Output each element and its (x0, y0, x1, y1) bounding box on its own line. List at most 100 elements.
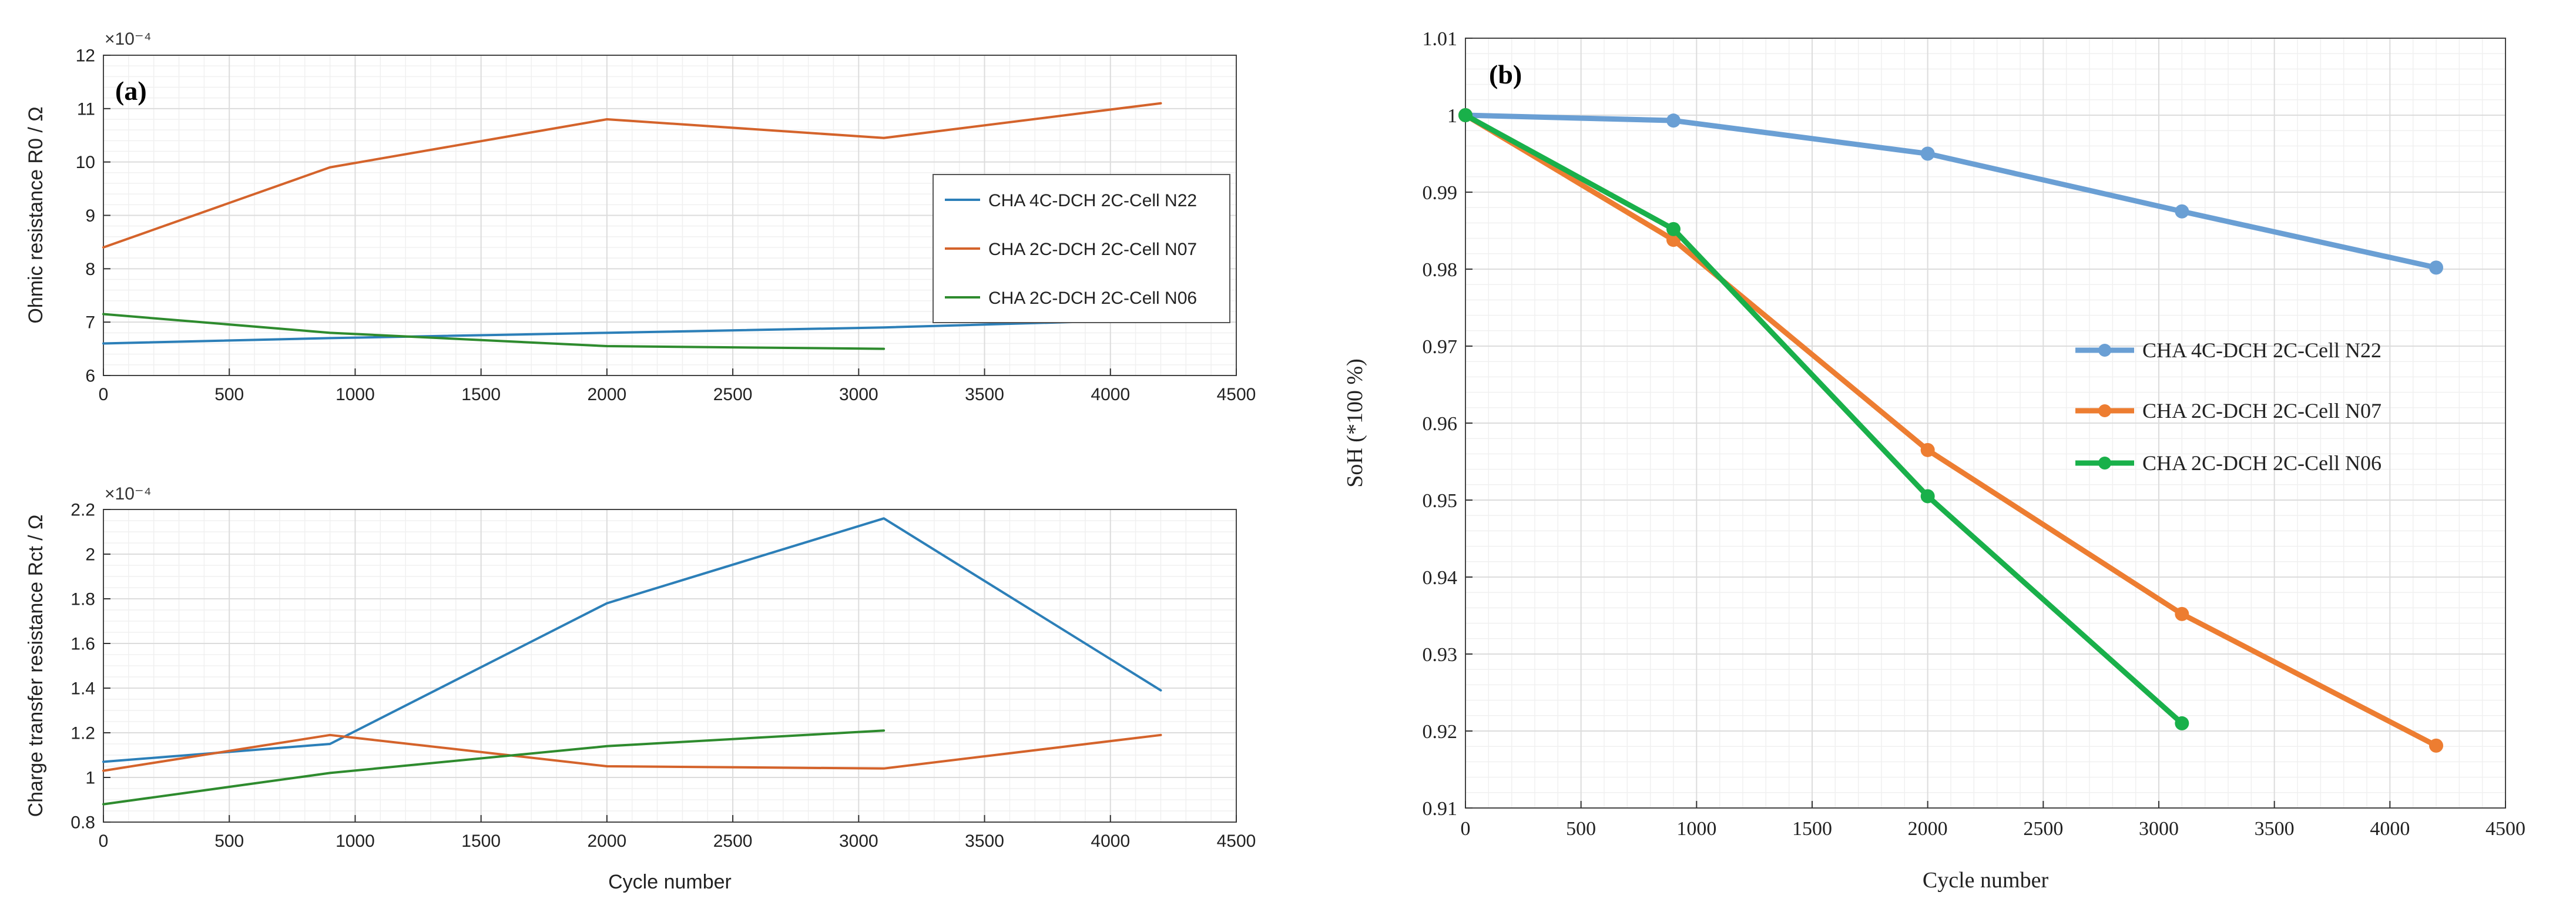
x-tick-label: 0 (99, 385, 109, 404)
y-tick-label: 0.93 (1423, 644, 1458, 666)
legend: CHA 4C-DCH 2C-Cell N22 CHA 2C-DCH 2C-Cel… (933, 174, 1230, 323)
x-tick-label: 3000 (839, 385, 878, 404)
y-axis-label: SoH (*100 %) (1343, 358, 1367, 488)
x-tick-label: 1000 (1676, 818, 1716, 840)
x-tick-label: 1500 (461, 831, 501, 851)
x-tick-label: 4500 (1217, 385, 1256, 404)
data-point (1666, 222, 1681, 236)
series-line-2 (102, 102, 1162, 249)
x-tick-label: 500 (214, 385, 244, 404)
y-tick-label: 0.99 (1423, 182, 1458, 204)
x-tick-label: 4000 (1091, 831, 1130, 851)
x-tick-label: 500 (1566, 818, 1596, 840)
plot-frame (103, 509, 1237, 823)
chart-charge-transfer-resistance: 0 500 1000 1500 2000 2500 3000 3500 4000 4500 0.8 1… (25, 484, 1256, 893)
data-series (102, 102, 1162, 350)
y-tick-label: 0.94 (1423, 567, 1458, 589)
x-tick-label: 2000 (588, 385, 627, 404)
y-tick-label: 1 (85, 769, 95, 788)
y-tick-label: 1.6 (71, 635, 95, 654)
x-tick-label: 3500 (2255, 818, 2295, 840)
y-tick-label: 1.01 (1423, 28, 1458, 50)
data-point (2429, 260, 2443, 275)
legend: CHA 4C-DCH 2C-Cell N22 CHA 2C-DCH 2C-Cel… (2075, 338, 2382, 475)
data-point (2175, 606, 2189, 621)
panel-label: (b) (1489, 59, 1522, 89)
x-tick-label: 3000 (2139, 818, 2179, 840)
x-tick-label: 2500 (713, 831, 753, 851)
y-tick-label: 6 (85, 367, 95, 386)
data-point (2429, 738, 2443, 753)
x-tick-label: 2500 (713, 385, 753, 404)
legend-label-n06: CHA 2C-DCH 2C-Cell N06 (988, 289, 1197, 308)
panel-label: (a) (115, 76, 147, 106)
x-axis-label: Cycle number (1923, 868, 2049, 893)
y-tick-label: 2.2 (71, 501, 95, 520)
series-line-3 (1463, 112, 2185, 726)
series-line-1 (102, 517, 1162, 763)
legend-marker-n07 (2098, 404, 2111, 417)
y-tick-label: 0.92 (1423, 721, 1458, 743)
grid (1465, 38, 2506, 809)
x-tick-label: 2000 (1908, 818, 1948, 840)
data-point (2175, 204, 2189, 219)
x-tick-label: 500 (214, 831, 244, 851)
series-line-2 (102, 733, 1162, 772)
axis-ticks: 0 500 1000 1500 2000 2500 3000 3500 4000 4500 0.8 1… (71, 501, 1256, 851)
y-tick-label: 7 (85, 313, 95, 333)
x-tick-label: 4000 (1091, 385, 1130, 404)
y-tick-label: 9 (85, 206, 95, 226)
x-tick-label: 3000 (839, 831, 878, 851)
legend-label-n07: CHA 2C-DCH 2C-Cell N07 (2142, 399, 2382, 423)
legend-label-n07: CHA 2C-DCH 2C-Cell N07 (988, 240, 1197, 259)
legend-label-n06: CHA 2C-DCH 2C-Cell N06 (2142, 451, 2382, 475)
x-tick-label: 1000 (336, 385, 375, 404)
y-tick-label: 0.98 (1423, 259, 1458, 281)
legend-label-n22: CHA 4C-DCH 2C-Cell N22 (988, 191, 1197, 210)
y-tick-label: 12 (76, 46, 95, 66)
y-tick-label: 1.2 (71, 724, 95, 743)
legend-label-n22: CHA 4C-DCH 2C-Cell N22 (2142, 338, 2382, 362)
y-tick-label: 11 (77, 99, 95, 119)
y-axis-label: Charge transfer resistance Rct / Ω (25, 515, 47, 817)
series-line-1 (102, 318, 1162, 345)
data-point (1920, 489, 1935, 504)
axis-ticks: 0 500 1000 1500 2000 2500 3000 3500 4000 4500 6 7 8 9… (76, 46, 1256, 405)
data-series (102, 517, 1162, 806)
y-tick-label: 1 (1447, 105, 1457, 127)
x-axis-label: Cycle number (608, 871, 732, 893)
legend-box (933, 174, 1230, 323)
y-axis-label: Ohmic resistance R0 / Ω (25, 106, 47, 323)
data-series (1458, 108, 2443, 753)
axis-ticks: 0 500 1000 1500 2000 2500 3000 3500 4000 4500 0.91… (1423, 28, 2526, 840)
x-tick-label: 0 (1461, 818, 1471, 840)
chart-state-of-health: 0 500 1000 1500 2000 2500 3000 3500 4000 4500 0.91… (1343, 28, 2525, 893)
x-tick-label: 1500 (461, 385, 501, 404)
data-point (2175, 716, 2189, 730)
data-point (1920, 442, 1935, 457)
x-tick-label: 0 (99, 831, 109, 851)
x-tick-label: 3500 (965, 385, 1004, 404)
y-tick-label: 2 (85, 545, 95, 565)
x-tick-label: 2500 (2023, 818, 2063, 840)
y-tick-label: 1.4 (71, 679, 95, 699)
data-point (1666, 113, 1681, 128)
y-tick-label: 0.8 (71, 813, 95, 833)
y-tick-label: 8 (85, 260, 95, 279)
x-tick-label: 3500 (965, 831, 1004, 851)
x-tick-label: 1000 (336, 831, 375, 851)
series-line-3 (102, 313, 886, 350)
y-tick-label: 1.8 (71, 590, 95, 609)
data-point (1920, 146, 1935, 161)
y-tick-label: 10 (76, 153, 95, 172)
x-tick-label: 1500 (1792, 818, 1832, 840)
y-tick-label: 0.96 (1423, 413, 1458, 435)
y-tick-label: 0.95 (1423, 490, 1458, 512)
exponent-label: ×10⁻⁴ (105, 484, 152, 504)
x-tick-label: 4500 (1217, 831, 1256, 851)
data-point (1458, 108, 1473, 122)
series-line-3 (102, 729, 886, 806)
exponent-label: ×10⁻⁴ (105, 29, 152, 49)
x-tick-label: 4000 (2370, 818, 2410, 840)
